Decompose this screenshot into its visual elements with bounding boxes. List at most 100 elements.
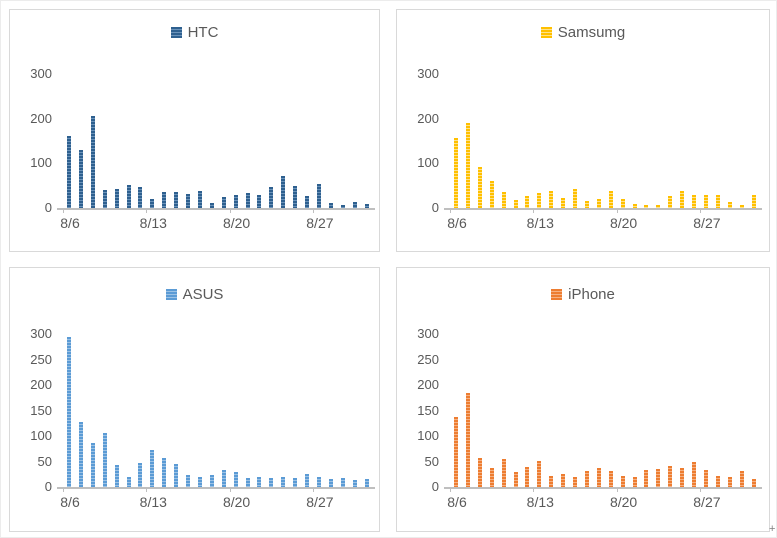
bar-8/22 bbox=[257, 195, 262, 208]
bar-8/14 bbox=[162, 458, 167, 487]
bar-8/6 bbox=[67, 337, 71, 487]
bar-8/13 bbox=[537, 461, 542, 487]
bar-8/7 bbox=[465, 123, 470, 208]
x-axis-tick bbox=[229, 487, 231, 492]
bar-8/8 bbox=[90, 116, 95, 208]
bar-8/23 bbox=[656, 205, 661, 208]
samsung-legend-marker-icon bbox=[540, 27, 552, 38]
bar-8/19 bbox=[608, 471, 613, 487]
x-axis-tick bbox=[533, 208, 535, 213]
htc-legend-marker-icon bbox=[170, 27, 182, 38]
iphone-legend-label: iPhone bbox=[568, 286, 615, 303]
bar-8/27 bbox=[316, 477, 321, 487]
iphone-plot-area: 0 50 100 150 200 250 300 8/6 8/13 8/20 8/27 bbox=[397, 268, 769, 531]
bar-8/18 bbox=[209, 203, 214, 208]
bar-8/12 bbox=[525, 196, 530, 208]
x-axis-tick bbox=[63, 487, 64, 492]
bar-8/28 bbox=[715, 476, 720, 487]
y-axis-label: 50 bbox=[37, 453, 52, 469]
bar-8/27 bbox=[703, 195, 708, 208]
bar-8/25 bbox=[293, 478, 298, 487]
bar-8/7 bbox=[465, 393, 470, 487]
x-axis-label: 8/13 bbox=[139, 494, 167, 510]
x-axis-label: 8/20 bbox=[609, 215, 638, 231]
bar-8/13 bbox=[150, 199, 155, 208]
x-axis-label: 8/20 bbox=[609, 494, 638, 510]
bar-8/11 bbox=[513, 472, 518, 487]
bar-8/12 bbox=[138, 187, 143, 208]
bar-8/17 bbox=[584, 201, 589, 208]
bar-8/22 bbox=[257, 477, 262, 487]
x-axis-tick bbox=[63, 208, 64, 213]
bar-8/22 bbox=[644, 470, 649, 487]
bar-8/8 bbox=[477, 458, 482, 487]
bar-8/12 bbox=[138, 463, 143, 487]
bar-8/10 bbox=[501, 459, 506, 487]
y-axis-label: 300 bbox=[30, 326, 52, 341]
iphone-chart-card[interactable]: iPhone 0 50 100 150 200 250 300 8/6 8/13 8/20 8/27 bbox=[396, 267, 770, 532]
bar-8/15 bbox=[561, 198, 566, 208]
bar-8/31 bbox=[751, 195, 756, 208]
asus-chart-card[interactable]: ASUS 0 50 100 150 200 250 300 8/6 8/13 8/20 8/27 bbox=[9, 267, 380, 532]
x-axis-line bbox=[444, 487, 762, 489]
bar-8/20 bbox=[233, 195, 238, 208]
bar-8/7 bbox=[78, 150, 83, 208]
bar-8/17 bbox=[584, 471, 589, 487]
samsung-legend-label: Samsumg bbox=[557, 24, 626, 41]
y-axis-label: 0 bbox=[431, 479, 439, 494]
samsung-plot-area: 0 100 200 300 8/6 8/13 8/20 8/27 bbox=[397, 10, 769, 251]
x-axis-label: 8/20 bbox=[222, 494, 251, 510]
bar-8/23 bbox=[269, 478, 274, 487]
bar-8/24 bbox=[281, 176, 286, 208]
bar-8/14 bbox=[549, 191, 554, 208]
y-axis-label: 0 bbox=[431, 200, 439, 215]
bar-8/31 bbox=[364, 204, 369, 208]
y-axis-label: 100 bbox=[30, 155, 52, 171]
bar-8/14 bbox=[549, 476, 554, 487]
bar-8/24 bbox=[668, 196, 673, 208]
x-axis-label: 8/27 bbox=[693, 494, 721, 510]
y-axis-label: 0 bbox=[44, 200, 52, 215]
bar-8/24 bbox=[668, 466, 673, 487]
y-axis-label: 200 bbox=[30, 110, 52, 126]
x-axis-label: 8/13 bbox=[139, 215, 167, 231]
y-axis-label: 100 bbox=[417, 155, 439, 171]
x-axis-label: 8/6 bbox=[447, 494, 467, 510]
samsung-chart-card[interactable]: Samsumg 0 100 200 300 8/6 8/13 8/20 8/27 bbox=[396, 9, 770, 252]
y-axis-label: 300 bbox=[417, 65, 439, 81]
bar-8/28 bbox=[715, 195, 720, 208]
asus-legend-label: ASUS bbox=[182, 286, 224, 303]
x-axis-tick bbox=[699, 487, 701, 492]
bar-8/23 bbox=[656, 469, 661, 487]
bar-8/15 bbox=[174, 192, 179, 208]
x-axis-label: 8/6 bbox=[60, 215, 80, 231]
y-axis-label: 300 bbox=[30, 65, 52, 81]
y-axis-label: 100 bbox=[30, 428, 52, 443]
samsung-legend: Samsumg bbox=[397, 24, 769, 41]
bar-8/26 bbox=[692, 462, 696, 487]
htc-chart-card[interactable]: HTC 0 100 200 300 8/6 8/13 8/20 8/27 bbox=[9, 9, 380, 252]
bar-8/26 bbox=[692, 195, 696, 208]
bar-8/19 bbox=[221, 197, 226, 208]
htc-legend: HTC bbox=[10, 24, 379, 41]
y-axis-label: 150 bbox=[417, 402, 439, 418]
bar-8/18 bbox=[596, 468, 601, 487]
bar-8/12 bbox=[525, 467, 530, 487]
y-axis-label: 150 bbox=[30, 402, 52, 418]
asus-plot-area: 0 50 100 150 200 250 300 8/6 8/13 8/20 8/27 bbox=[10, 268, 379, 531]
x-axis-label: 8/6 bbox=[447, 215, 467, 231]
bar-8/15 bbox=[561, 474, 566, 487]
bar-8/28 bbox=[328, 479, 333, 487]
bar-8/31 bbox=[364, 479, 369, 487]
x-axis-line bbox=[57, 208, 375, 210]
bar-8/19 bbox=[221, 470, 226, 487]
x-axis-tick bbox=[450, 208, 451, 213]
bar-8/20 bbox=[233, 472, 238, 487]
bar-8/18 bbox=[596, 199, 601, 208]
bar-8/29 bbox=[340, 205, 345, 208]
x-axis-tick bbox=[146, 487, 148, 492]
bar-8/7 bbox=[78, 422, 83, 487]
bar-8/21 bbox=[245, 193, 250, 208]
bar-8/29 bbox=[340, 478, 345, 487]
y-axis-label: 250 bbox=[30, 351, 52, 367]
